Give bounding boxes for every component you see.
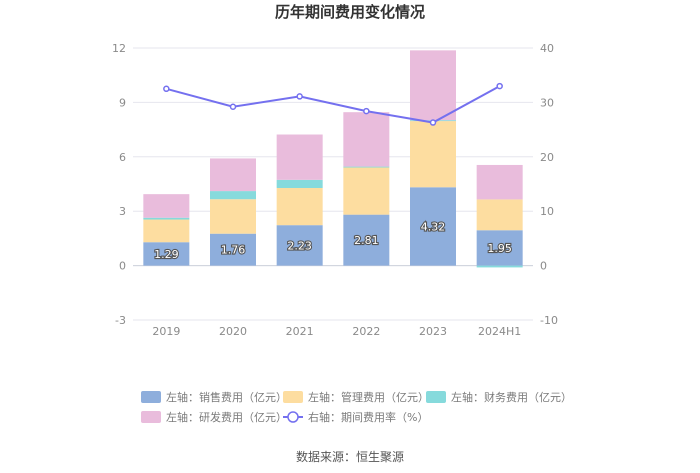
- rate-point: [296, 93, 303, 100]
- grid: [133, 47, 533, 321]
- admin-expense-bar: [276, 187, 323, 226]
- legend-swatch: [141, 411, 161, 423]
- rate-point: [229, 103, 237, 111]
- rd-expense-bar: [143, 194, 190, 218]
- x-tick-label: 2020: [219, 325, 247, 338]
- rate-point: [496, 82, 503, 90]
- legend-swatch: [141, 391, 161, 403]
- right-tick-label: 20: [540, 151, 554, 164]
- right-tick-label: 30: [540, 96, 554, 109]
- legend-rd[interactable]: 左轴：研发费用（亿元）: [141, 410, 287, 424]
- legend-label: 左轴：销售费用（亿元）: [166, 390, 287, 404]
- data-label: 1.29: [154, 248, 179, 261]
- left-tick-label: 12: [112, 42, 126, 55]
- finance-expense-bar: [210, 191, 256, 200]
- admin-expense-bar: [476, 199, 523, 231]
- rate-point: [363, 107, 370, 115]
- data-label: 1.95: [487, 242, 512, 255]
- left-tick-label: 9: [119, 96, 126, 109]
- left-axis: 12 9 6 3 0 -3: [112, 42, 126, 327]
- left-tick-label: 0: [119, 260, 126, 273]
- x-tick-label: 2024H1: [478, 325, 521, 338]
- data-label: 4.32: [421, 220, 446, 233]
- legend-label: 左轴：财务费用（亿元）: [451, 390, 572, 404]
- rd-expense-bar: [210, 158, 256, 192]
- right-tick-label: 40: [540, 42, 554, 55]
- finance-expense-bar: [476, 265, 523, 268]
- x-axis: 2019 2020 2021 2022 2023 2024H1: [152, 325, 521, 338]
- sales-expense-bar: [476, 230, 523, 266]
- left-tick-label: 6: [119, 151, 126, 164]
- rate-point: [163, 85, 170, 93]
- finance-expense-bar: [343, 166, 390, 168]
- finance-expense-bar: [143, 217, 190, 220]
- sales-expense-bar: [210, 233, 256, 266]
- right-tick-label: -10: [540, 314, 558, 327]
- legend-swatch: [426, 391, 446, 403]
- rate-point: [429, 119, 437, 126]
- legend-swatch: [283, 391, 303, 403]
- chart-title: 历年期间费用变化情况: [275, 3, 425, 21]
- admin-expense-bar: [210, 199, 256, 234]
- legend-rate[interactable]: 右轴：期间费用率（%）: [283, 410, 428, 424]
- data-label: 1.76: [221, 244, 246, 257]
- legend-point-swatch: [287, 411, 299, 423]
- right-axis: 40 30 20 10 0 -10: [540, 42, 558, 327]
- rd-expense-bar: [476, 164, 523, 200]
- legend-admin[interactable]: 左轴：管理费用（亿元）: [283, 390, 429, 404]
- sales-expense-bar: [276, 225, 323, 266]
- rd-expense-bar: [276, 134, 323, 180]
- finance-expense-bar: [276, 179, 323, 188]
- rate-line-path: [166, 85, 501, 124]
- data-label: 2.81: [354, 234, 379, 247]
- legend-finance[interactable]: 左轴：财务费用（亿元）: [426, 390, 572, 404]
- data-label: 2.23: [287, 239, 312, 252]
- data-source: 数据来源：恒生聚源: [296, 449, 404, 464]
- sales-expense-bar: [343, 214, 390, 266]
- sales-expense-bar: [143, 242, 190, 266]
- legend-label: 左轴：研发费用（亿元）: [166, 410, 287, 424]
- legend-sales[interactable]: 左轴：销售费用（亿元）: [141, 390, 287, 404]
- legend-label: 左轴：管理费用（亿元）: [308, 390, 429, 404]
- x-tick-label: 2019: [152, 325, 180, 338]
- left-tick-label: -3: [115, 314, 126, 327]
- admin-expense-bar: [343, 167, 390, 215]
- x-tick-label: 2023: [419, 325, 447, 338]
- left-tick-label: 3: [119, 205, 126, 218]
- rd-expense-bar: [410, 50, 456, 121]
- bars: [143, 50, 523, 268]
- x-tick-label: 2021: [286, 325, 314, 338]
- legend[interactable]: 左轴：销售费用（亿元） 左轴：管理费用（亿元） 左轴：财务费用（亿元） 左轴：研发费用…: [141, 390, 572, 424]
- legend-label: 右轴：期间费用率（%）: [308, 410, 428, 424]
- sales-expense-bar: [410, 187, 456, 266]
- rate-line: [163, 82, 503, 126]
- right-tick-label: 10: [540, 205, 554, 218]
- admin-expense-bar: [410, 121, 456, 188]
- rd-expense-bar: [343, 112, 390, 167]
- data-labels: 1.29 1.76 2.23 2.81 4.32 1.95: [153, 219, 513, 262]
- right-tick-label: 0: [540, 260, 547, 273]
- x-tick-label: 2022: [352, 325, 380, 338]
- admin-expense-bar: [143, 219, 190, 243]
